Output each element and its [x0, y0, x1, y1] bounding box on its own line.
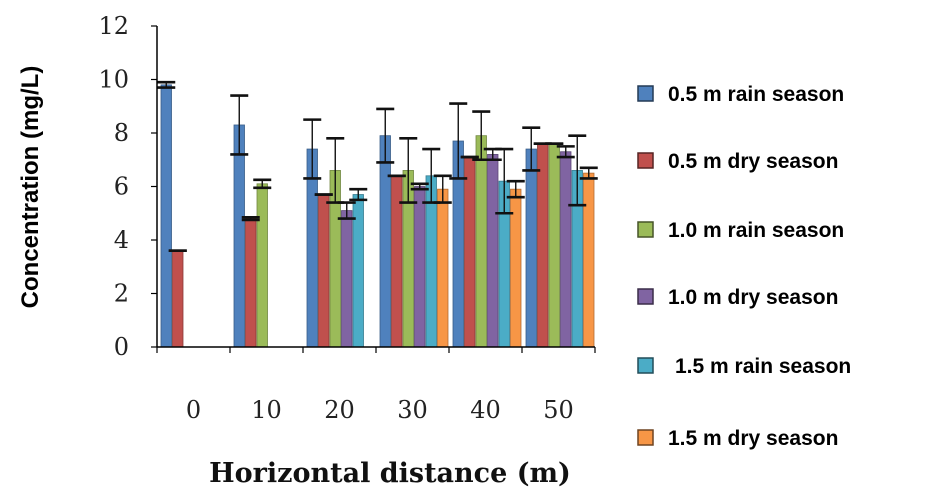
legend-swatch	[637, 85, 654, 102]
bar	[245, 218, 257, 348]
error-bars-layer	[157, 80, 598, 252]
bar	[437, 188, 449, 348]
legend-label: 1.0 m dry season	[668, 286, 838, 309]
bar	[487, 153, 499, 348]
legend-label: 1.0 m rain season	[668, 219, 844, 242]
bar	[537, 143, 549, 348]
bar	[172, 250, 184, 348]
bar	[160, 84, 172, 348]
y-tick-label: 10	[98, 66, 129, 94]
x-tick-labels: 0 10 20 30 40 50	[186, 396, 574, 424]
bar	[256, 183, 268, 348]
bars-layer	[160, 84, 595, 348]
plot-area	[151, 25, 596, 353]
y-tick-label: 2	[114, 280, 129, 308]
legend-swatch	[637, 221, 654, 238]
y-tick-label: 4	[114, 226, 129, 254]
legend-label: 0.5 m rain season	[668, 83, 844, 106]
bar	[233, 124, 245, 348]
y-tick-label: 12	[98, 12, 129, 40]
legend-swatch	[637, 288, 654, 305]
legend-swatch	[637, 152, 654, 169]
legend-label: 1.5 m rain season	[675, 355, 851, 378]
legend: 0.5 m rain season 0.5 m dry season 1.0 m r…	[637, 83, 851, 450]
bar	[525, 148, 537, 348]
bar	[475, 135, 487, 348]
bar	[583, 172, 595, 348]
y-axis-label: Concentration (mg/L)	[17, 66, 44, 309]
y-tick-label: 6	[114, 173, 129, 201]
y-tick-labels: 0 2 4 6 8 10 12	[98, 12, 129, 361]
bar	[318, 194, 330, 348]
legend-swatch	[637, 357, 654, 374]
legend-label: 1.5 m dry season	[668, 427, 838, 450]
legend-swatch	[637, 429, 654, 446]
x-tick-label: 40	[470, 396, 501, 424]
x-tick-label: 30	[397, 396, 428, 424]
bar	[414, 186, 426, 348]
x-axis-label: Horizontal distance (m)	[209, 458, 571, 489]
x-tick-label: 0	[186, 396, 201, 424]
bar	[464, 156, 476, 348]
x-tick-label: 20	[324, 396, 355, 424]
legend-label: 0.5 m dry season	[668, 150, 838, 173]
bar	[560, 151, 572, 348]
bar	[379, 135, 391, 348]
bar	[548, 143, 560, 348]
bar	[341, 210, 353, 348]
axes	[156, 26, 595, 348]
x-tick-label: 10	[251, 396, 282, 424]
y-tick-label: 0	[114, 333, 129, 361]
x-tick-label: 50	[543, 396, 574, 424]
y-tick-label: 8	[114, 119, 129, 147]
